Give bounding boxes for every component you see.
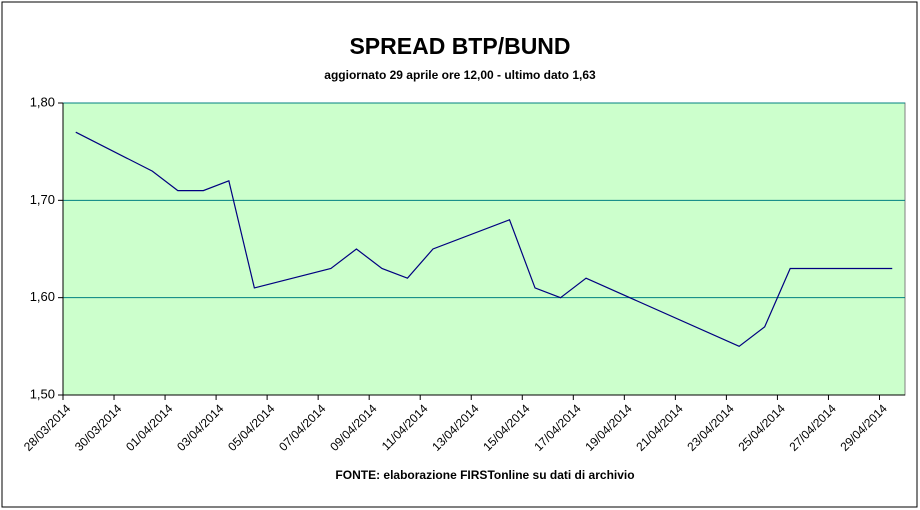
y-tick-label: 1,70	[30, 192, 55, 207]
series-line	[75, 131, 893, 348]
chart-title: SPREAD BTP/BUND	[349, 33, 570, 59]
chart-subtitle: aggiornato 29 aprile ore 12,00 - ultimo …	[324, 68, 596, 82]
chart-source: FONTE: elaborazione FIRSTonline su dati …	[335, 468, 634, 482]
y-tick-label: 1,50	[30, 386, 55, 401]
plot-area	[62, 102, 906, 396]
y-tick-label: 1,60	[30, 289, 55, 304]
y-tick-label: 1,80	[30, 94, 55, 109]
